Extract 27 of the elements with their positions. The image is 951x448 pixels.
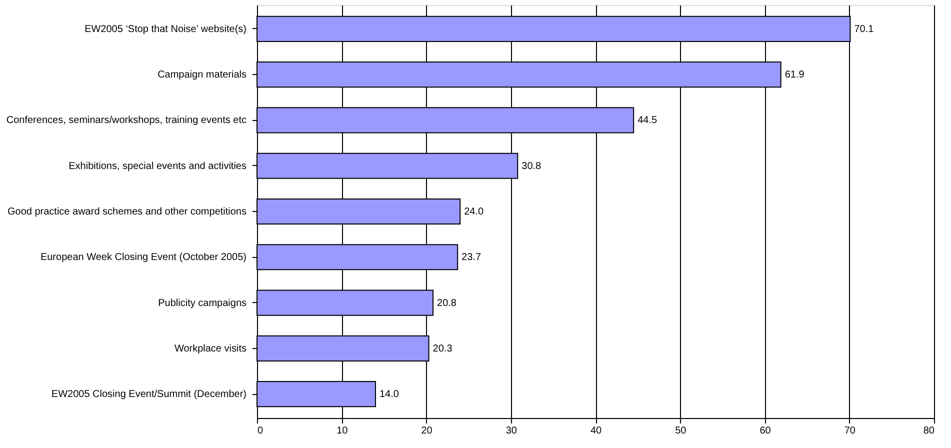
x-tick-label: 50 [675, 426, 687, 436]
data-label: 24.0 [464, 206, 484, 218]
x-tick-label: 80 [923, 426, 935, 436]
data-label: 20.8 [437, 298, 457, 309]
y-tick-label: Workplace visits [174, 343, 246, 354]
x-tick-label: 40 [590, 426, 602, 436]
data-label: 20.3 [432, 343, 453, 354]
data-label: 14.0 [379, 389, 400, 400]
y-tick-label: Conferences, seminars/workshops, training events etc [6, 115, 246, 126]
data-label: 44.5 [638, 115, 658, 126]
y-tick-label: EW2005 ‘Stop that Noise’ website(s) [84, 24, 246, 35]
y-tick-label: Good practice award schemes and other competitions [7, 206, 246, 218]
data-label: 70.1 [854, 24, 874, 35]
y-tick-label: Publicity campaigns [158, 298, 246, 309]
data-label: 61.9 [784, 70, 805, 81]
x-tick-label: 0 [258, 426, 264, 436]
data-label: 23.7 [462, 252, 482, 264]
y-tick-label: EW2005 Closing Event/Summit (December) [51, 389, 246, 400]
x-tick-label: 70 [844, 426, 856, 436]
x-tick-label: 10 [336, 426, 348, 436]
x-tick-label: 60 [760, 426, 772, 436]
y-tick-label: Campaign materials [158, 70, 246, 81]
y-tick-label: Exhibitions, special events and activities [68, 160, 246, 172]
x-tick-label: 20 [421, 426, 433, 436]
data-label: 30.8 [522, 160, 542, 172]
x-tick-label: 30 [506, 426, 518, 436]
y-tick-label: European Week Closing Event (October 2005) [40, 252, 246, 264]
